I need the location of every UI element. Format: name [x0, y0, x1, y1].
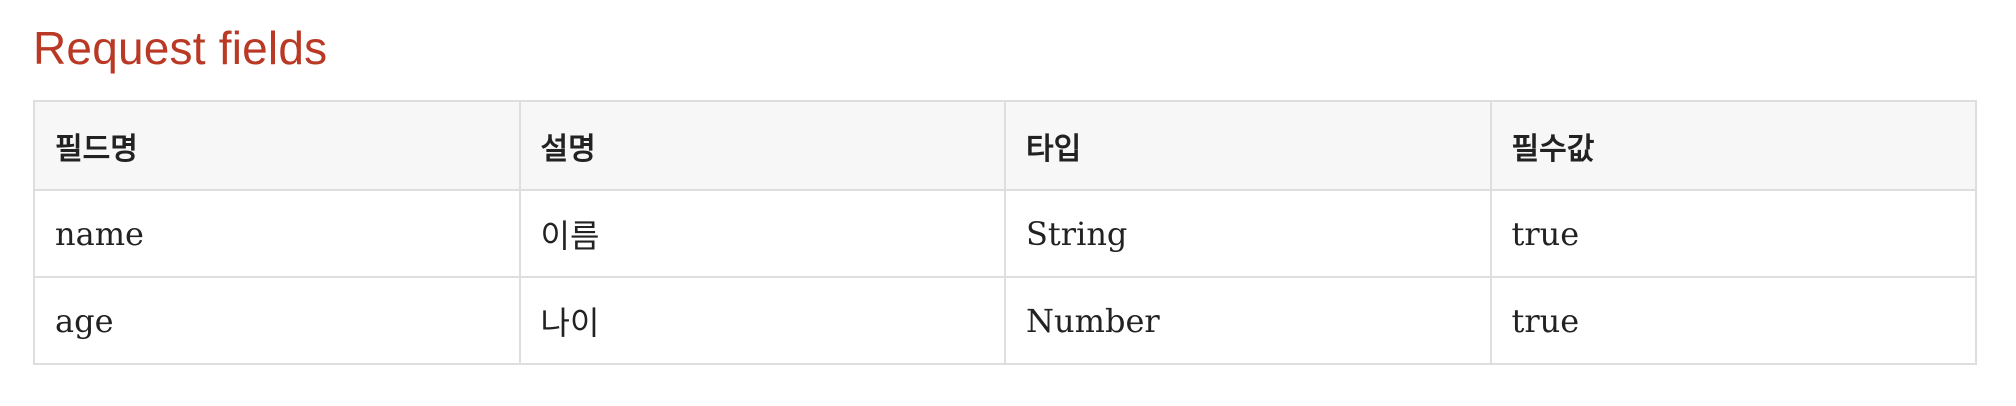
cell-required: true — [1489, 189, 1977, 278]
cell-description: 이름 — [518, 189, 1006, 278]
cell-type: String — [1004, 189, 1492, 278]
table-row: name 이름 String true — [33, 189, 1977, 278]
header-required: 필수값 — [1489, 100, 1977, 191]
table-body: name 이름 String true age 나이 Number true — [33, 189, 1977, 365]
cell-type: Number — [1004, 276, 1492, 365]
table-header: 필드명 설명 타입 필수값 — [33, 100, 1977, 191]
header-type: 타입 — [1004, 100, 1492, 191]
header-field-name: 필드명 — [33, 100, 521, 191]
cell-field-name: name — [33, 189, 521, 278]
section-title: Request fields — [33, 22, 328, 74]
cell-required: true — [1489, 276, 1977, 365]
header-row: 필드명 설명 타입 필수값 — [33, 100, 1977, 191]
cell-field-name: age — [33, 276, 521, 365]
header-description: 설명 — [518, 100, 1006, 191]
table-row: age 나이 Number true — [33, 276, 1977, 365]
cell-description: 나이 — [518, 276, 1006, 365]
request-fields-table: 필드명 설명 타입 필수값 name 이름 String true age 나이… — [33, 100, 1977, 365]
